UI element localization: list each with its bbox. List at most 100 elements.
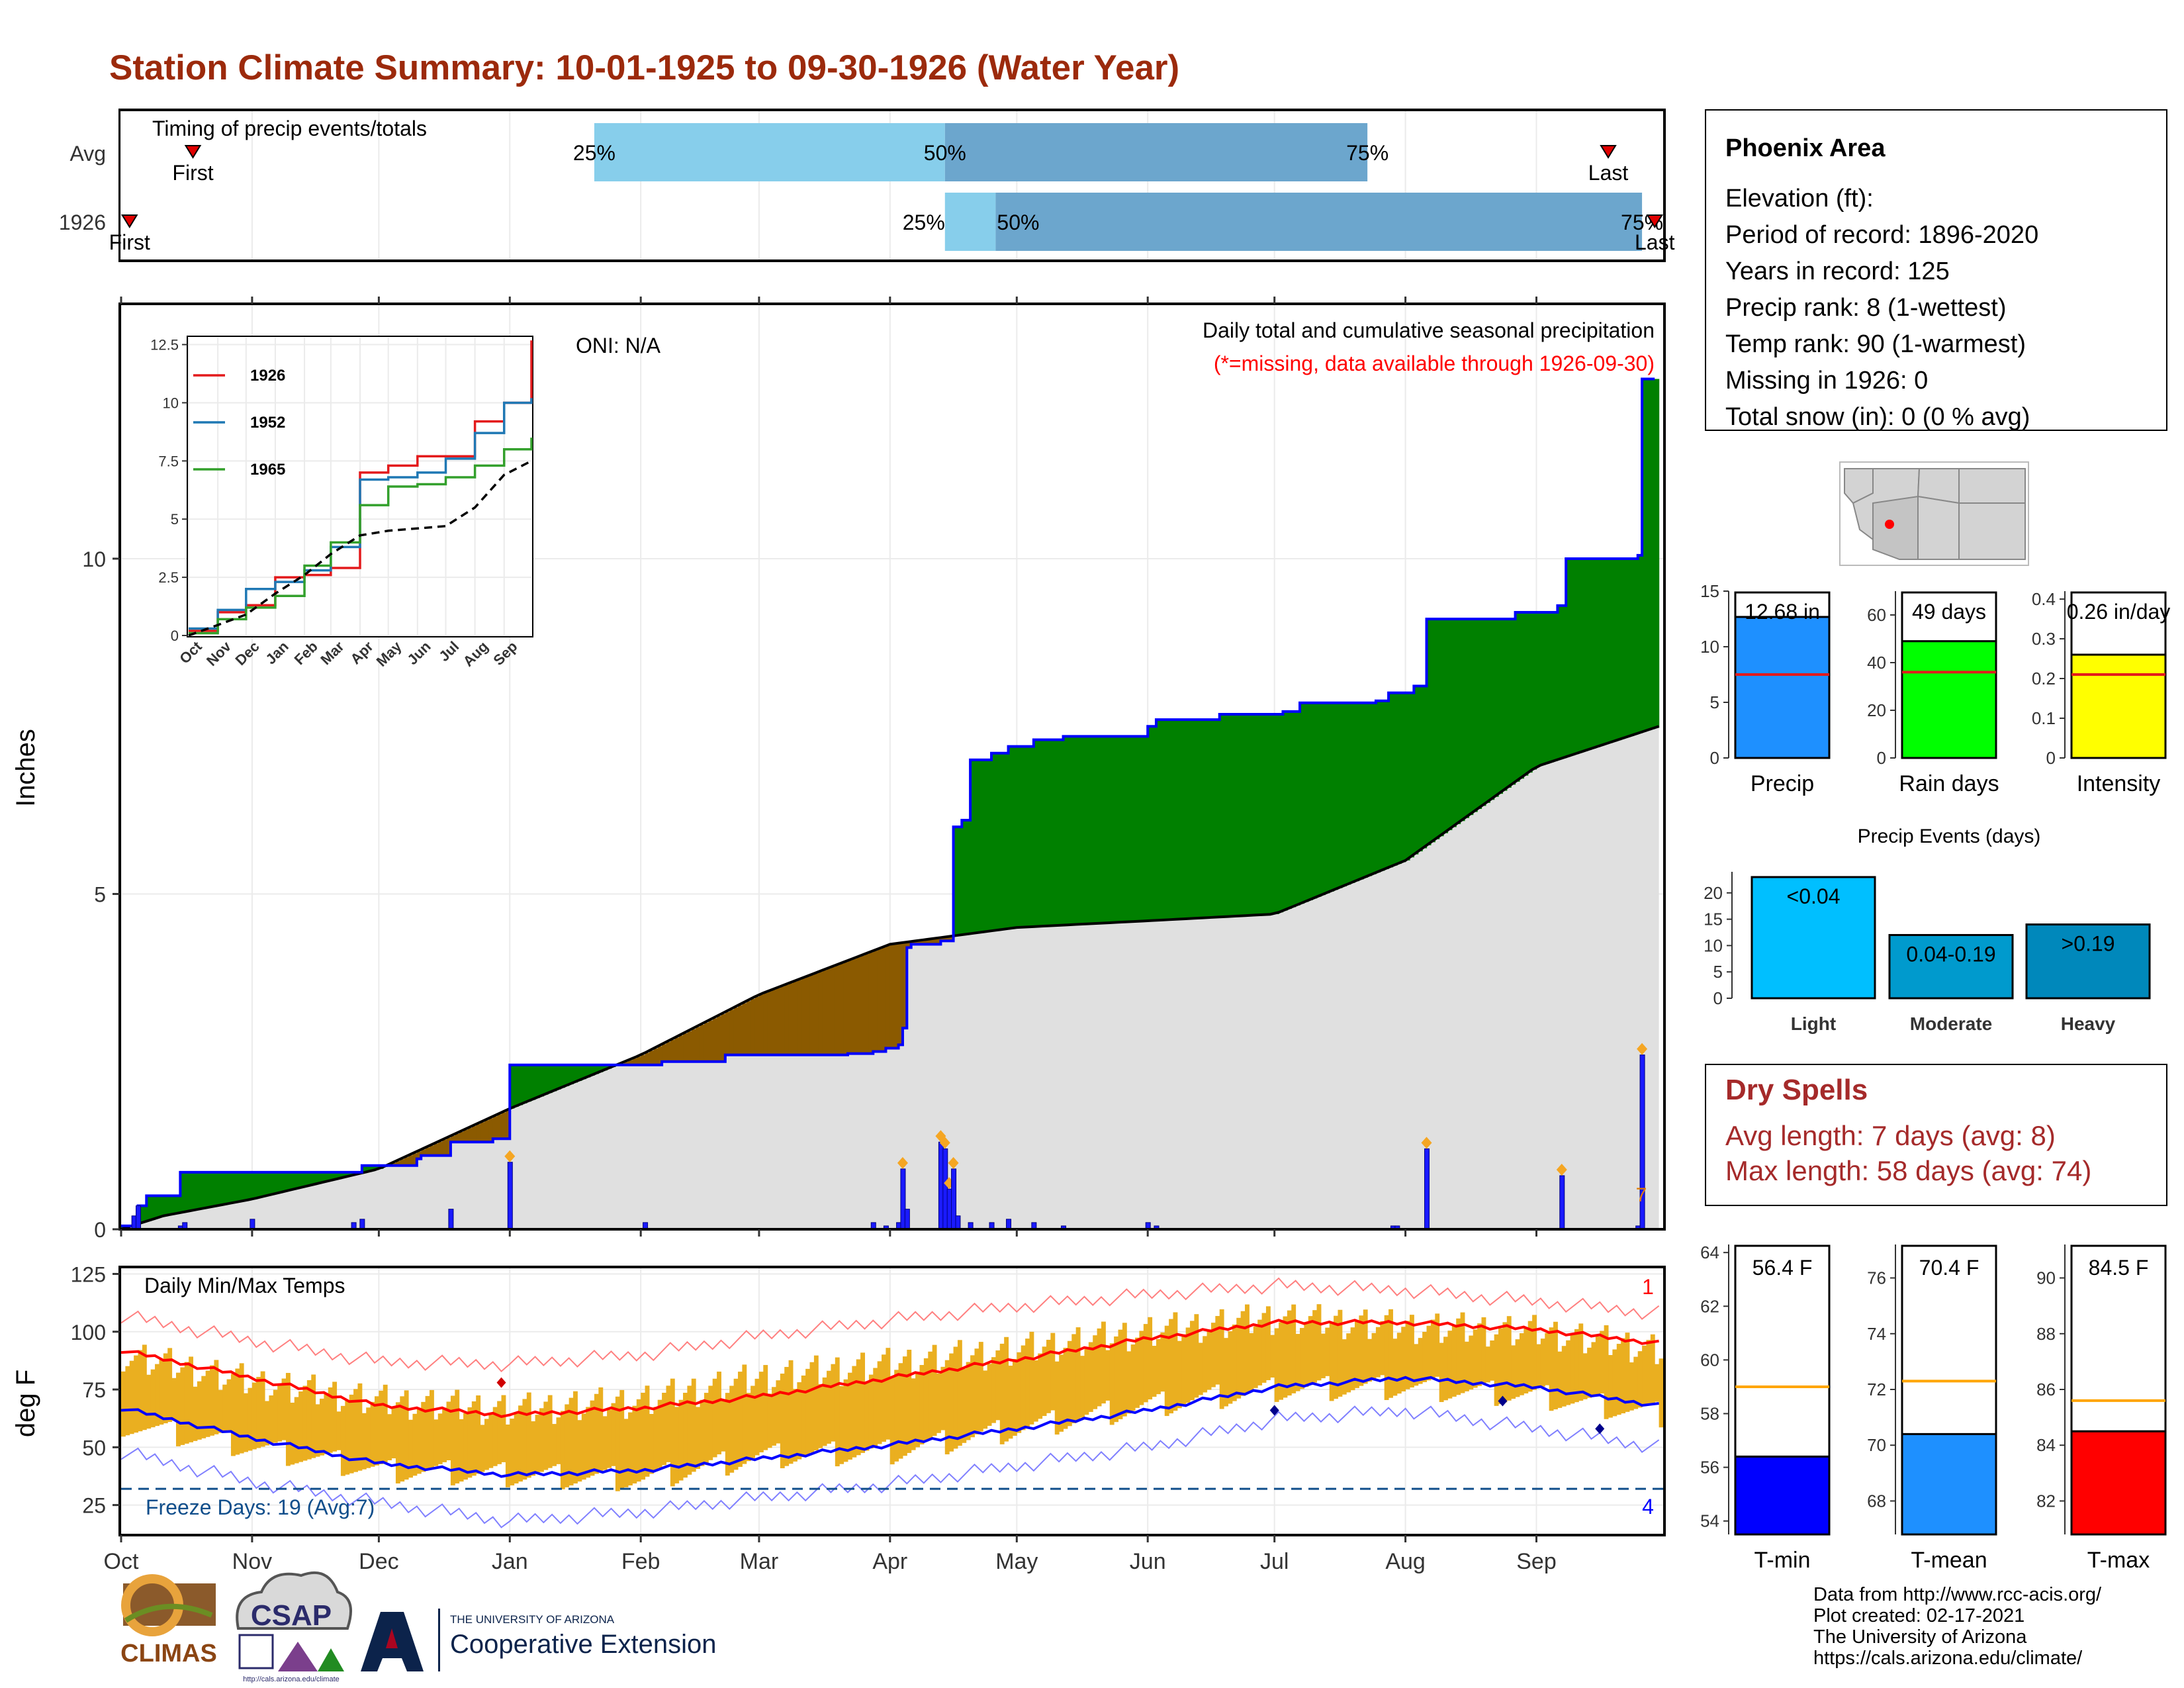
daily-temp-bar [1477, 1323, 1482, 1386]
daily-temp-bar [995, 1350, 1001, 1421]
daily-temp-bar [573, 1391, 578, 1484]
daily-temp-bar [1185, 1327, 1191, 1403]
daily-temp-bar [514, 1412, 519, 1484]
surplus-area-segment [265, 1172, 270, 1196]
surplus-area-segment [1101, 736, 1106, 923]
summary-ytick-label: 0 [2046, 748, 2056, 768]
deficit-area-segment [433, 1143, 439, 1156]
precip-ytick-label: 0 [94, 1218, 106, 1242]
daily-temp-bar [721, 1399, 726, 1452]
daily-temp-bar [1616, 1344, 1621, 1415]
surplus-area-segment [514, 1064, 519, 1107]
daily-temp-bar [1439, 1342, 1444, 1403]
surplus-area-segment [1075, 736, 1081, 925]
surplus-area-segment [1042, 739, 1047, 927]
surplus-area-segment [1249, 714, 1254, 915]
daily-temp-bar [1164, 1325, 1169, 1417]
deficit-area-segment [780, 986, 785, 1055]
daily-temp-bar [125, 1366, 130, 1436]
daily-temp-bar [150, 1369, 156, 1428]
surplus-area-segment [1401, 692, 1406, 863]
daily-temp-bar [214, 1360, 219, 1434]
daily-temp-bar [1401, 1327, 1406, 1391]
daily-temp-bar [645, 1385, 650, 1477]
surplus-area-segment [1203, 720, 1208, 918]
temp-frame [118, 1266, 1666, 1536]
daily-temp-bar [788, 1360, 794, 1464]
surplus-area-segment [510, 1064, 515, 1109]
surplus-area-segment [1008, 746, 1013, 929]
deficit-area-segment [911, 941, 916, 945]
daily-temp-bar [754, 1378, 760, 1456]
ua-a-inner [386, 1628, 398, 1648]
surplus-area-segment [1253, 714, 1258, 915]
surplus-area-segment [193, 1172, 198, 1211]
daily-temp-bar [1443, 1336, 1448, 1401]
surplus-area-segment [1527, 612, 1533, 773]
summary-ytick-label: 74 [1867, 1324, 1886, 1344]
summary-ytick-label: 90 [2036, 1268, 2056, 1288]
daily-temp-bar [1536, 1344, 1541, 1388]
daily-temp-bar [510, 1419, 515, 1485]
surplus-area-segment [1270, 714, 1275, 915]
daily-temp-bar [1574, 1329, 1579, 1403]
surplus-area-segment [547, 1064, 553, 1094]
summary-ytick-label: 64 [1700, 1243, 1719, 1262]
deficit-area-segment [678, 1035, 684, 1062]
daily-temp-bar [1308, 1316, 1313, 1385]
climas-wave [124, 1603, 213, 1623]
summary-ytick-label: 82 [2036, 1491, 2056, 1511]
deficit-area-segment [683, 1033, 688, 1062]
daily-temp-bar [653, 1407, 659, 1472]
daily-temp-bar [1435, 1313, 1440, 1377]
surplus-area-segment [1312, 702, 1318, 899]
daily-temp-bar [526, 1392, 531, 1478]
surplus-area-segment [285, 1172, 291, 1192]
daily-temp-bar [767, 1393, 772, 1448]
summary-ytick-label: 60 [1867, 605, 1886, 625]
deficit-area-segment [641, 1055, 646, 1065]
surplus-area-segment [552, 1064, 557, 1092]
daily-temp-bar [1088, 1342, 1093, 1412]
surplus-area-segment [150, 1196, 156, 1220]
surplus-area-segment [1329, 702, 1334, 892]
surplus-area-segment [1156, 720, 1161, 921]
daily-temp-bar [1173, 1312, 1178, 1411]
daily-temp-bar [340, 1405, 345, 1476]
summary-ytick-label: 0.3 [2032, 629, 2056, 649]
surplus-area-segment [222, 1172, 228, 1205]
summary-bar [2070, 1430, 2167, 1536]
surplus-area-segment [560, 1064, 565, 1088]
daily-temp-bar [159, 1358, 164, 1425]
summary-label-box [1901, 1244, 1997, 1435]
daily-temp-bar [442, 1407, 447, 1462]
daily-temp-bar [1300, 1328, 1304, 1389]
daily-temp-bar [1283, 1316, 1288, 1398]
deficit-area-segment [754, 996, 760, 1055]
record-min-line [121, 1405, 1660, 1528]
daily-temp-bar [717, 1372, 721, 1455]
temp-xtick-label: Sep [1516, 1549, 1557, 1574]
deficit-area-segment [446, 1137, 451, 1156]
precip-event-bar-label: <0.04 [1787, 884, 1841, 908]
daily-temp-bar [1545, 1333, 1550, 1385]
deficit-area-segment [463, 1130, 469, 1143]
surplus-area-segment [1587, 558, 1592, 750]
daily-temp-bar [375, 1396, 379, 1466]
daily-temp-bar [463, 1413, 468, 1480]
daily-temp-bar [886, 1348, 891, 1440]
timing-bar-25-50 [944, 193, 996, 251]
deficit-area-segment [696, 1027, 701, 1062]
daily-temp-bar [1097, 1328, 1102, 1407]
surplus-area-segment [1633, 558, 1639, 735]
surplus-area-segment [1300, 702, 1304, 904]
deficit-area-segment [923, 939, 929, 945]
deficit-area-segment [416, 1151, 422, 1159]
surplus-area-segment [518, 1064, 523, 1105]
daily-temp-bar [636, 1399, 641, 1482]
deficit-area-segment [717, 1015, 722, 1062]
first-event-label: First [109, 230, 150, 254]
daily-temp-bar [1143, 1324, 1148, 1403]
surplus-area-segment [1608, 558, 1613, 743]
deficit-area-segment [666, 1042, 671, 1062]
